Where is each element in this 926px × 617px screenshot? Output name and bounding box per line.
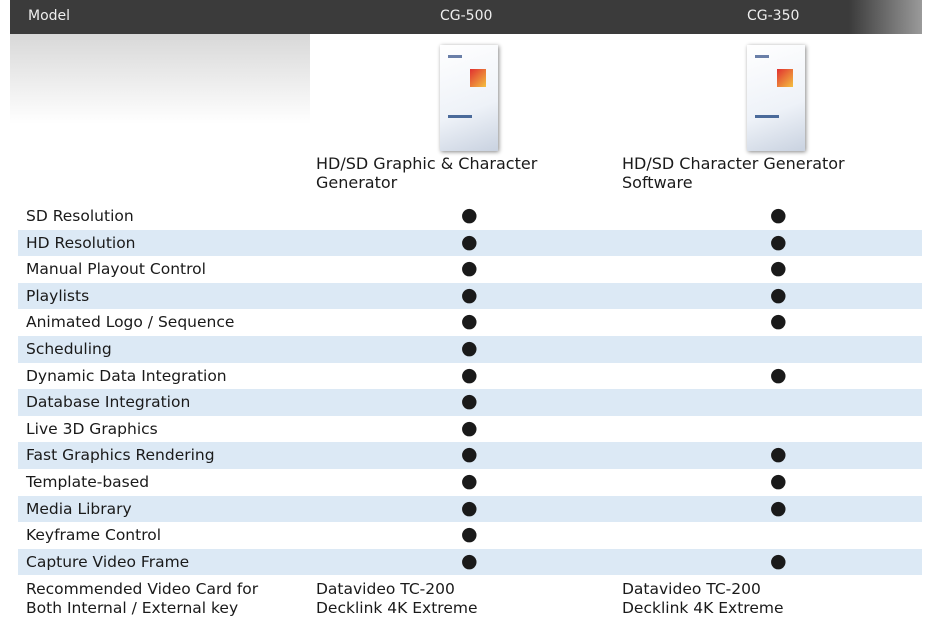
feature-mark: ● <box>770 257 787 280</box>
product-name: HD/SD Character Generator <box>622 154 845 173</box>
product-image <box>440 45 498 151</box>
feature-mark: ● <box>461 496 478 519</box>
feature-mark: ● <box>461 390 478 413</box>
feature-mark: ● <box>770 283 787 306</box>
feature-mark: ● <box>461 204 478 226</box>
recommendation: Decklink 4K Extreme <box>316 599 478 617</box>
header-col: CG-500 <box>440 8 493 24</box>
shadow <box>10 34 310 124</box>
feature-mark: ● <box>461 337 478 359</box>
header-col: CG-350 <box>747 8 800 24</box>
feature-label: Keyframe Control <box>26 526 162 545</box>
feature-mark: ● <box>461 283 478 306</box>
feature-mark: ● <box>461 470 478 492</box>
feature-label: HD Resolution <box>26 233 136 252</box>
row-band <box>18 389 922 416</box>
feature-mark: ● <box>461 310 478 333</box>
feature-label: Capture Video Frame <box>26 552 190 571</box>
product-name: Generator <box>316 173 398 192</box>
row-band <box>18 495 922 523</box>
feature-label: SD Resolution <box>26 207 134 225</box>
recommendation: Recommended Video Card for <box>26 580 259 599</box>
feature-mark: ● <box>461 257 478 280</box>
feature-mark: ● <box>770 443 787 466</box>
row-band <box>18 336 922 363</box>
feature-label: Dynamic Data Integration <box>26 366 227 385</box>
feature-mark: ● <box>461 549 478 572</box>
feature-mark: ● <box>770 230 787 253</box>
row-band <box>18 282 922 310</box>
product-image <box>747 45 805 151</box>
row-band <box>18 229 922 257</box>
header-model: Model <box>28 8 71 24</box>
feature-label: Media Library <box>26 499 132 518</box>
product-name: HD/SD Graphic & Character <box>316 154 538 173</box>
feature-label: Fast Graphics Rendering <box>26 446 215 465</box>
feature-mark: ● <box>770 470 787 492</box>
feature-mark: ● <box>461 230 478 253</box>
recommendation: Both Internal / External key <box>26 599 239 617</box>
recommendation: Datavideo TC-200 <box>622 580 761 599</box>
recommendation: Datavideo TC-200 <box>316 580 455 599</box>
feature-label: Scheduling <box>26 340 112 358</box>
feature-label: Template-based <box>26 473 150 491</box>
feature-label: Manual Playout Control <box>26 260 206 279</box>
feature-mark: ● <box>461 443 478 466</box>
header-bar <box>10 0 922 34</box>
row-band <box>18 442 922 469</box>
feature-mark: ● <box>770 496 787 519</box>
feature-label: Animated Logo / Sequence <box>26 313 235 332</box>
recommendation: Decklink 4K Extreme <box>622 599 784 617</box>
feature-mark: ● <box>770 363 787 386</box>
feature-mark: ● <box>461 523 478 546</box>
feature-mark: ● <box>461 363 478 386</box>
product-name: Software <box>622 173 693 192</box>
feature-mark: ● <box>770 549 787 572</box>
feature-label: Live 3D Graphics <box>26 419 158 438</box>
feature-label: Playlists <box>26 286 90 305</box>
feature-mark: ● <box>461 416 478 439</box>
feature-label: Database Integration <box>26 393 191 412</box>
feature-mark: ● <box>770 204 787 226</box>
row-band <box>18 548 922 576</box>
feature-mark: ● <box>770 310 787 333</box>
